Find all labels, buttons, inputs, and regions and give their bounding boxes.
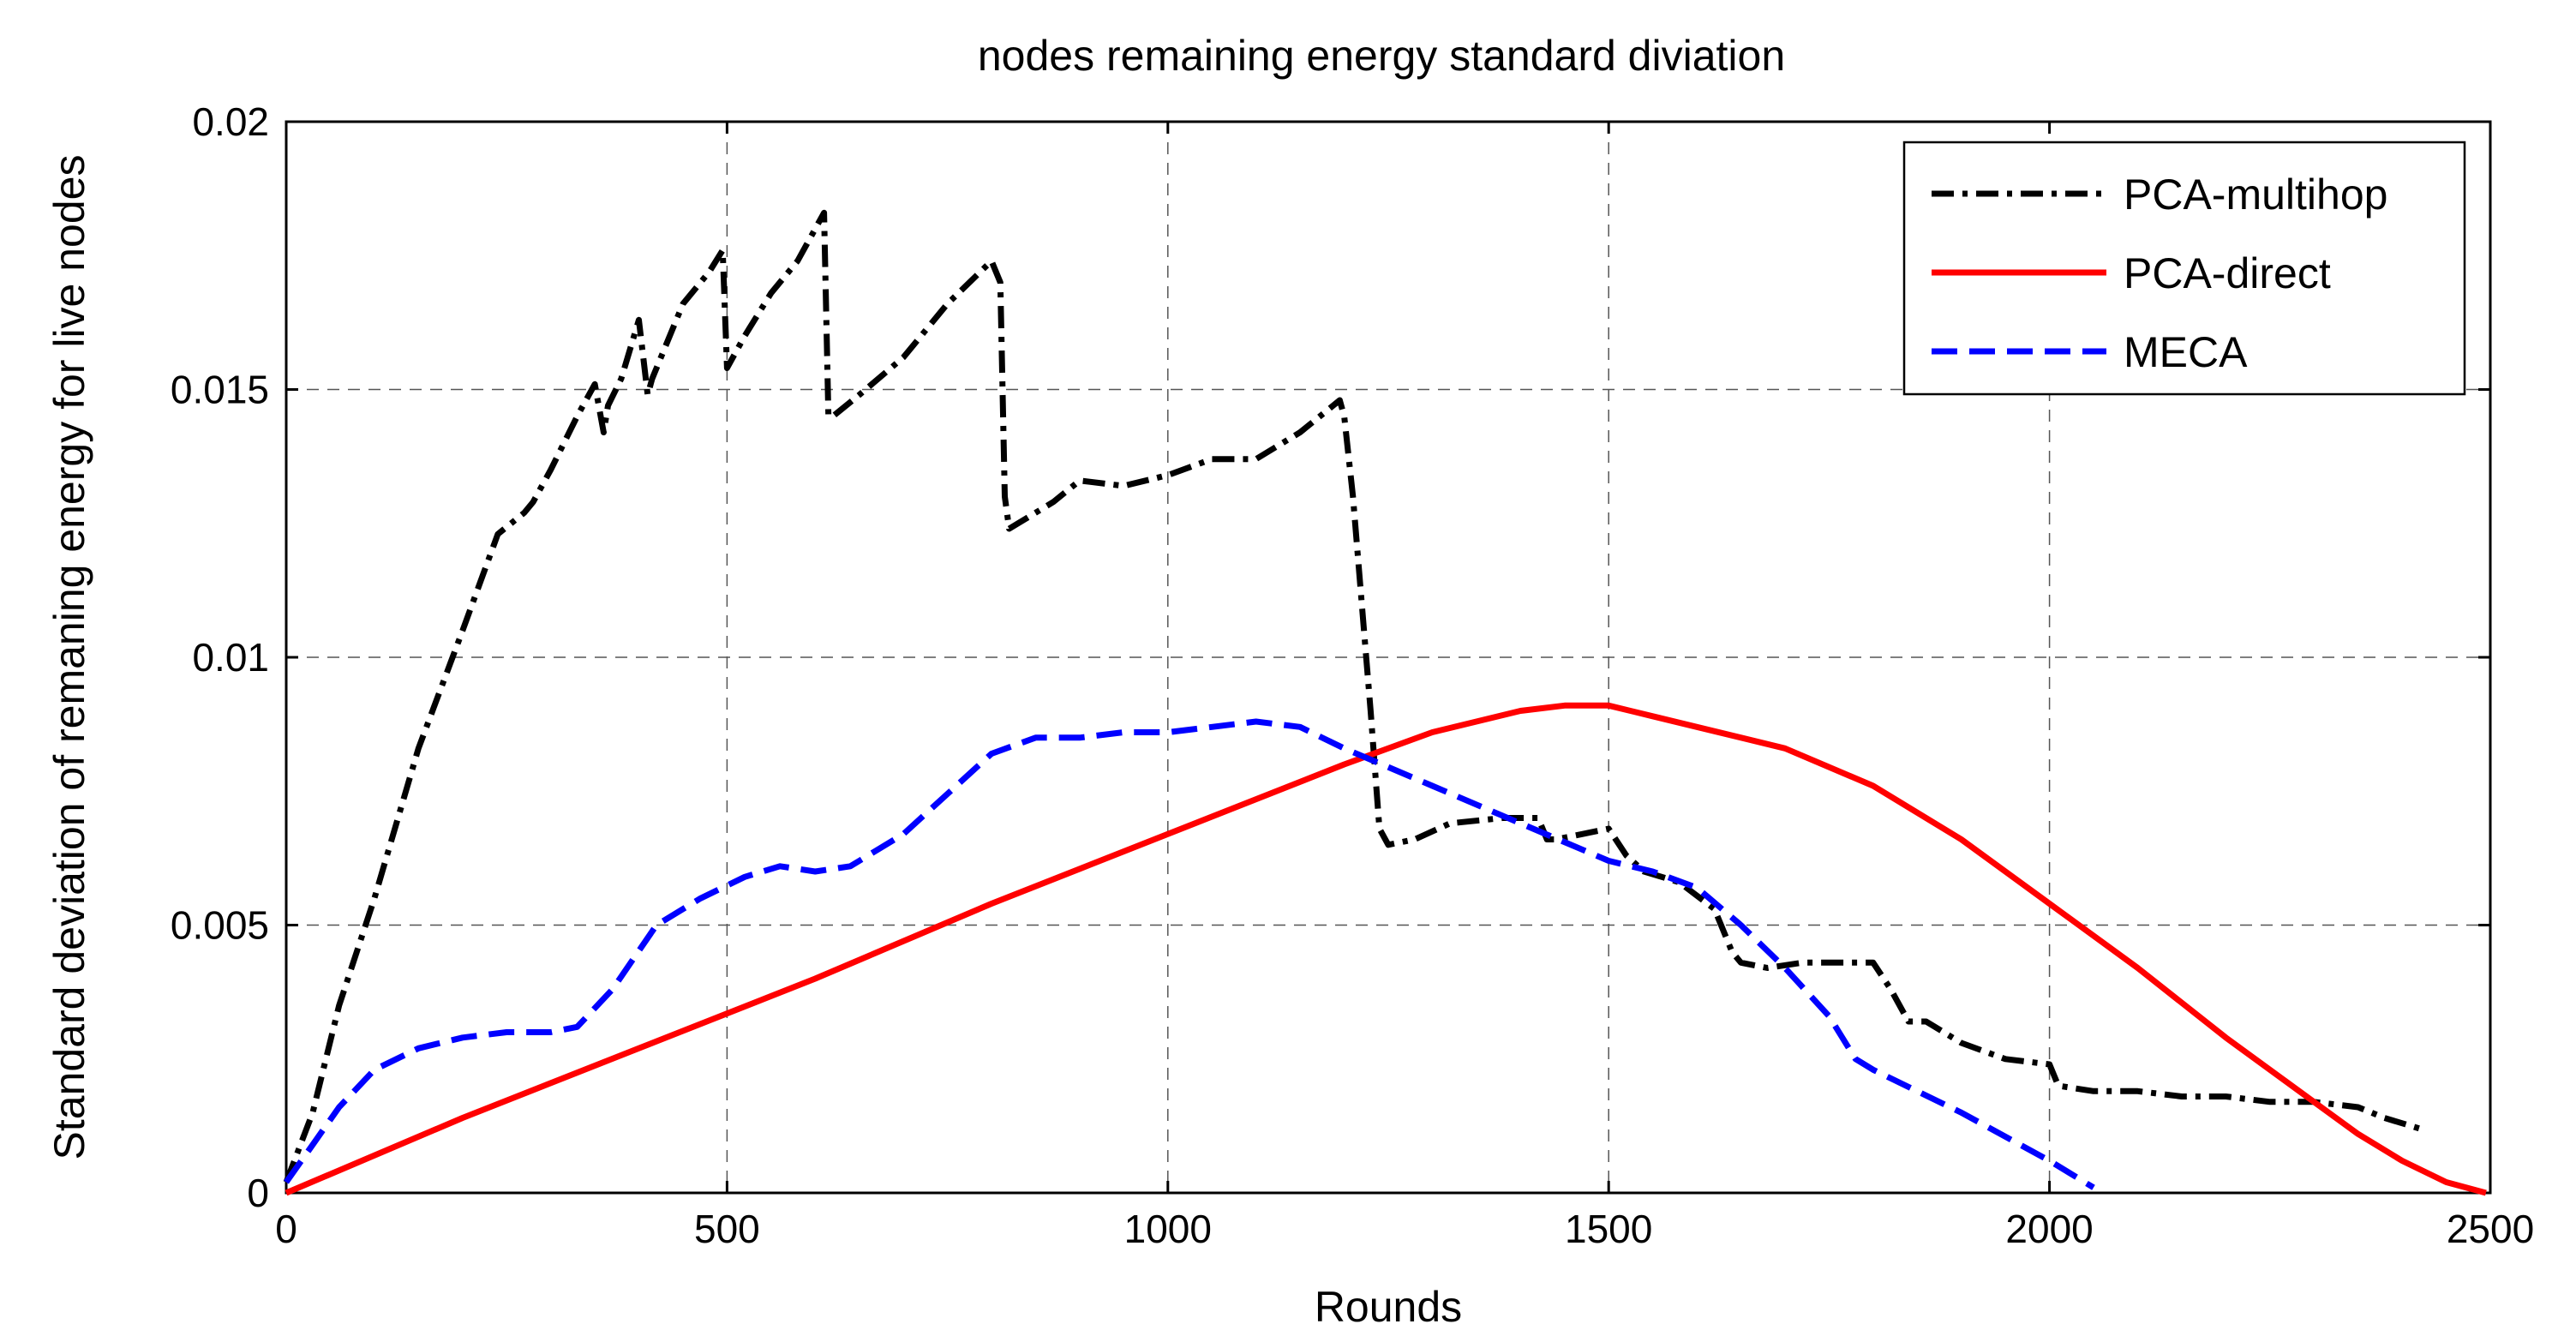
y-tick-label: 0.02 <box>192 99 269 144</box>
x-tick-label: 1500 <box>1565 1207 1652 1251</box>
x-axis-label: Rounds <box>1315 1283 1462 1331</box>
legend-box <box>1902 141 2466 396</box>
y-tick-label: 0.015 <box>171 368 269 412</box>
grid-lines <box>286 122 2490 1193</box>
x-tick-label: 0 <box>275 1207 297 1251</box>
series-line-meca <box>284 718 2095 1190</box>
axis-ticks: 0 500 1000 1500 2000 2500 0 0.005 0.01 0.015 0.02 <box>171 99 2534 1251</box>
x-tick-label: 2000 <box>2005 1207 2093 1251</box>
series-line-pca-direct <box>285 702 2487 1196</box>
legend-label: PCA-multihop <box>2124 171 2387 219</box>
legend-label: PCA-direct <box>2124 249 2331 297</box>
x-tick-label: 2500 <box>2447 1207 2534 1251</box>
x-tick-label: 500 <box>694 1207 760 1251</box>
x-tick-label: 1000 <box>1124 1207 1212 1251</box>
y-tick-label: 0.005 <box>171 903 269 948</box>
legend-label: MECA <box>2124 328 2248 376</box>
series-group <box>283 209 2487 1196</box>
y-tick-label: 0 <box>247 1171 269 1215</box>
legend: PCA-multihop PCA-direct MECA <box>1902 141 2466 396</box>
y-tick-label: 0.01 <box>192 635 269 680</box>
chart-title: nodes remaining energy standard diviatio… <box>978 32 1785 80</box>
y-axis-label: Standard deviation of remaning energy fo… <box>45 155 93 1160</box>
